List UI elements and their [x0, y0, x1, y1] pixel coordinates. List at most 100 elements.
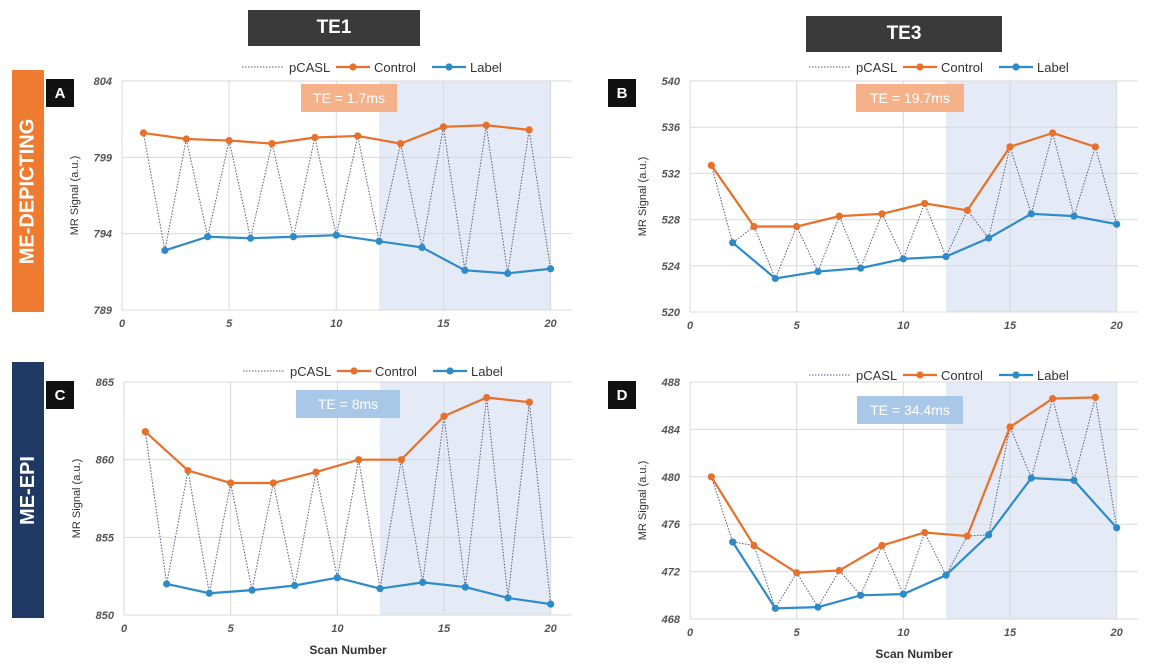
control-point	[397, 456, 405, 464]
control-point	[1091, 393, 1099, 402]
label-point	[161, 246, 169, 255]
legend-control-label: Control	[375, 364, 417, 379]
y-tick-label: 804	[94, 76, 112, 88]
control-point	[227, 479, 235, 487]
legend-pcasl-label: pCASL	[856, 60, 897, 75]
shaded-region	[379, 81, 551, 310]
control-point	[1049, 129, 1057, 137]
control-line	[710, 131, 1096, 228]
y-tick-label: 855	[96, 532, 115, 544]
control-point	[139, 129, 148, 137]
y-tick-label: 540	[662, 76, 681, 88]
panel-letter: D	[617, 387, 628, 404]
shaded-region	[380, 382, 551, 615]
label-line	[731, 212, 1117, 280]
y-axis-title: MR Signal (a.u.)	[71, 459, 83, 538]
legend: pCASL Control Label	[809, 368, 1069, 383]
y-axis-title: MR Signal (a.u.)	[69, 156, 81, 235]
legend: pCASL Control Label	[243, 364, 503, 379]
control-point	[793, 222, 801, 231]
row-header-me-epi-text: ME-EPI	[16, 455, 39, 525]
x-tick-label: 20	[1110, 320, 1124, 332]
legend-control-marker	[350, 367, 358, 375]
label-line	[166, 576, 551, 606]
y-tick-label: 480	[661, 472, 681, 484]
label-point	[504, 269, 512, 277]
x-tick-label: 0	[687, 627, 694, 639]
x-tick-label: 10	[330, 318, 343, 330]
label-point	[376, 584, 384, 593]
control-point	[184, 466, 192, 475]
te-box	[301, 84, 397, 112]
control-point	[525, 126, 533, 134]
control-point	[878, 541, 886, 550]
legend-control-label: Control	[941, 60, 983, 75]
control-point	[835, 212, 843, 220]
x-tick-label: 5	[794, 627, 801, 639]
label-point	[1113, 524, 1121, 532]
te-box	[296, 390, 400, 418]
label-point	[504, 594, 512, 602]
label-point	[289, 233, 298, 241]
label-point	[942, 252, 950, 261]
te-box	[857, 396, 963, 424]
te-label: TE = 1.7ms	[313, 90, 385, 106]
label-point	[546, 265, 555, 273]
x-tick-label: 20	[1110, 627, 1124, 639]
te-label: TE = 8ms	[318, 396, 378, 412]
te-label: TE = 19.7ms	[870, 90, 950, 106]
label-point	[248, 586, 256, 594]
label-point	[771, 604, 779, 612]
label-point	[333, 574, 341, 582]
legend-pcasl-label: pCASL	[290, 364, 331, 379]
x-tick-label: 20	[544, 623, 558, 635]
y-tick-label: 528	[662, 215, 681, 227]
control-line	[143, 124, 530, 145]
control-point	[268, 139, 276, 148]
panel-letter: B	[617, 85, 628, 102]
y-tick-label: 476	[661, 519, 681, 531]
chart-panel-d: 468 472 476 480 484 488 0 5 10 15 20 MR Signal (a.u…	[608, 368, 1138, 661]
pcasl-line	[144, 397, 552, 605]
legend-pcasl-label: pCASL	[856, 368, 897, 383]
legend: pCASL Control Label	[809, 60, 1069, 75]
x-tick-label: 15	[438, 623, 451, 635]
y-tick-label: 794	[94, 229, 112, 241]
control-point	[396, 139, 405, 148]
y-tick-label: 799	[94, 152, 113, 164]
row-header-me-depicting-text: ME-DEPICTING	[16, 118, 39, 264]
y-axis-title: MR Signal (a.u.)	[637, 461, 649, 540]
label-point	[729, 239, 737, 247]
y-tick-label: 789	[94, 305, 113, 317]
label-point	[461, 583, 469, 591]
pcasl-line	[710, 130, 1118, 280]
control-point	[312, 468, 320, 476]
control-point	[225, 136, 233, 145]
label-point	[985, 234, 993, 242]
pcasl-line	[710, 396, 1118, 610]
label-point	[814, 267, 822, 276]
column-header-te3: TE3	[806, 16, 1002, 52]
control-point	[878, 210, 886, 218]
label-point	[1070, 212, 1078, 220]
y-tick-label: 488	[661, 377, 681, 389]
label-point	[246, 234, 255, 242]
panel-letter-box	[608, 381, 636, 409]
control-point	[921, 199, 929, 208]
legend-label-marker	[1012, 371, 1020, 379]
y-axis-title: MR Signal (a.u.)	[637, 157, 649, 236]
control-point	[921, 528, 929, 537]
x-tick-label: 15	[1004, 320, 1017, 332]
control-point	[141, 428, 149, 436]
label-point	[899, 590, 907, 598]
legend-control-marker	[916, 63, 924, 71]
legend-pcasl-label: pCASL	[289, 60, 330, 75]
y-tick-label: 532	[662, 168, 680, 180]
legend-label-label: Label	[1037, 60, 1069, 75]
label-point	[814, 603, 822, 611]
label-point	[1027, 210, 1035, 218]
control-point	[750, 222, 758, 231]
control-point	[793, 569, 801, 577]
label-point	[857, 264, 865, 272]
legend-label-marker	[446, 367, 454, 375]
